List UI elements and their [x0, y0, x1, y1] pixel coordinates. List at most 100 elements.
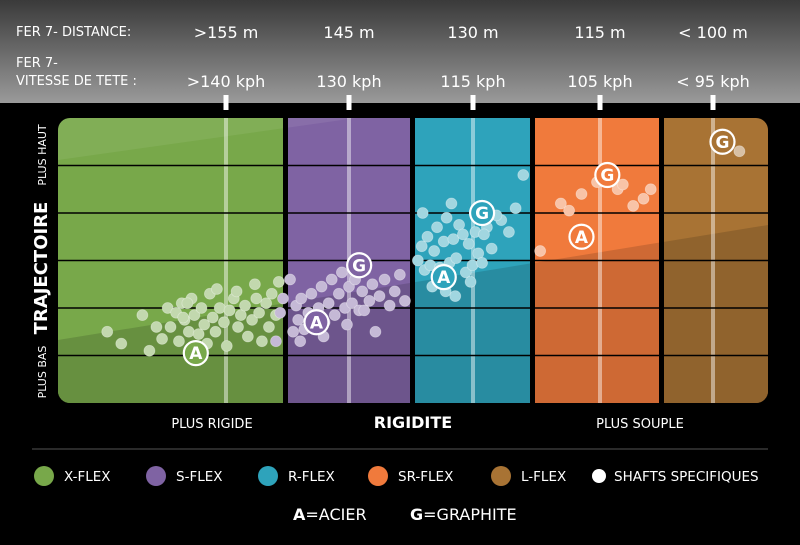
acier-marker-letter: A — [189, 344, 203, 364]
data-point-x-flex — [182, 325, 195, 338]
distance-value: 145 m — [323, 23, 374, 42]
data-point-s-flex — [322, 297, 335, 310]
data-point-r-flex — [437, 235, 450, 248]
data-point-r-flex — [415, 240, 428, 253]
data-point-r-flex — [476, 256, 488, 269]
band-highlight — [58, 118, 283, 160]
data-point-s-flex — [346, 297, 358, 310]
data-points: A A G A G A G G — [101, 128, 746, 367]
speed-label-line2: VITESSE DE TETE : — [16, 74, 137, 89]
data-point-x-flex — [260, 297, 273, 310]
data-point-x-flex — [232, 321, 244, 333]
data-point-sr-flex — [534, 245, 547, 257]
data-point-s-flex — [373, 290, 386, 303]
data-point-s-flex — [274, 306, 287, 319]
speed-value: 115 kph — [440, 72, 505, 91]
data-point-s-flex — [366, 278, 379, 291]
data-point-x-flex — [150, 321, 163, 333]
data-point-x-flex — [265, 287, 278, 300]
data-point-r-flex — [509, 202, 522, 215]
data-point-sr-flex — [616, 178, 629, 191]
data-point-x-flex — [218, 316, 230, 329]
data-point-r-flex — [445, 197, 458, 210]
legend-swatch — [491, 466, 511, 486]
data-point-r-flex — [440, 211, 453, 224]
data-point-sr-flex — [563, 204, 575, 217]
x-right-label: PLUS SOUPLE — [596, 417, 684, 432]
data-point-s-flex — [358, 304, 371, 317]
data-point-r-flex — [462, 237, 475, 250]
graphite-marker-letter: G — [475, 204, 489, 224]
legend-swatch — [146, 466, 166, 486]
data-point-r-flex — [457, 228, 469, 241]
data-point-sr-flex — [627, 199, 640, 212]
data-point-s-flex — [284, 273, 296, 286]
distance-value: 130 m — [447, 23, 498, 42]
acier-marker — [568, 223, 595, 250]
graphite-marker — [468, 199, 496, 227]
data-point-r-flex — [428, 245, 441, 257]
acier-marker — [182, 340, 209, 367]
legend-swatch — [368, 466, 388, 486]
column-tick — [597, 95, 603, 110]
data-point-x-flex — [209, 325, 222, 338]
speed-value: < 95 kph — [676, 72, 750, 91]
flex-bands — [58, 118, 768, 403]
data-point-s-flex — [270, 335, 282, 348]
data-point-x-flex — [234, 309, 247, 322]
column-tick — [346, 95, 352, 110]
acier-marker — [430, 264, 457, 291]
x-left-label: PLUS RIGIDE — [171, 417, 252, 432]
legend-label: SR-FLEX — [398, 469, 453, 485]
data-point-r-flex — [453, 218, 465, 231]
legend-label: X-FLEX — [64, 469, 111, 485]
data-point-s-flex — [277, 292, 289, 305]
band-shade — [535, 242, 659, 403]
data-point-s-flex — [305, 287, 318, 300]
data-point-sr-flex — [575, 188, 588, 200]
data-point-s-flex — [378, 273, 391, 286]
graphite-marker-letter: G — [352, 256, 366, 276]
data-point-r-flex — [450, 252, 463, 265]
data-point-s-flex — [399, 294, 411, 307]
data-point-s-flex — [363, 294, 376, 307]
graphite-marker — [594, 161, 621, 189]
data-point-r-flex — [421, 230, 434, 243]
data-point-x-flex — [161, 302, 174, 314]
speed-label-line1: FER 7- — [16, 56, 58, 71]
band-shade — [664, 225, 768, 403]
data-point-x-flex — [239, 299, 251, 312]
band-gap — [283, 118, 288, 403]
data-point-s-flex — [295, 292, 308, 305]
data-point-s-flex — [292, 313, 305, 326]
data-point-r-flex — [464, 275, 477, 288]
data-point-x-flex — [213, 302, 226, 314]
data-point-s-flex — [393, 268, 406, 281]
data-point-s-flex — [383, 299, 396, 312]
header-band — [0, 0, 800, 103]
data-point-s-flex — [332, 287, 345, 300]
legend-label: SHAFTS SPECIFIQUES — [614, 469, 759, 485]
legend: X-FLEX S-FLEX R-FLEX SR-FLEX L-FLEX SHAFTS SP… — [34, 466, 759, 486]
data-point-r-flex — [466, 259, 479, 272]
data-point-r-flex — [416, 207, 429, 219]
band-highlight — [288, 118, 410, 128]
data-point-x-flex — [211, 283, 223, 295]
data-point-x-flex — [248, 278, 261, 291]
band-shade — [415, 263, 530, 403]
graphite-marker — [709, 128, 736, 155]
data-point-x-flex — [188, 309, 201, 322]
data-point-r-flex — [459, 266, 472, 279]
speed-value: 130 kph — [316, 72, 381, 91]
legend-swatch — [592, 469, 606, 483]
data-point-s-flex — [341, 318, 353, 331]
data-point-sr-flex — [644, 183, 657, 196]
data-point-x-flex — [173, 335, 185, 348]
data-point-x-flex — [256, 335, 268, 348]
data-point-x-flex — [181, 297, 194, 310]
data-point-sr-flex — [554, 197, 567, 210]
data-point-x-flex — [195, 302, 208, 314]
data-point-x-flex — [241, 330, 254, 343]
data-point-r-flex — [431, 221, 443, 234]
data-point-x-flex — [136, 309, 149, 322]
